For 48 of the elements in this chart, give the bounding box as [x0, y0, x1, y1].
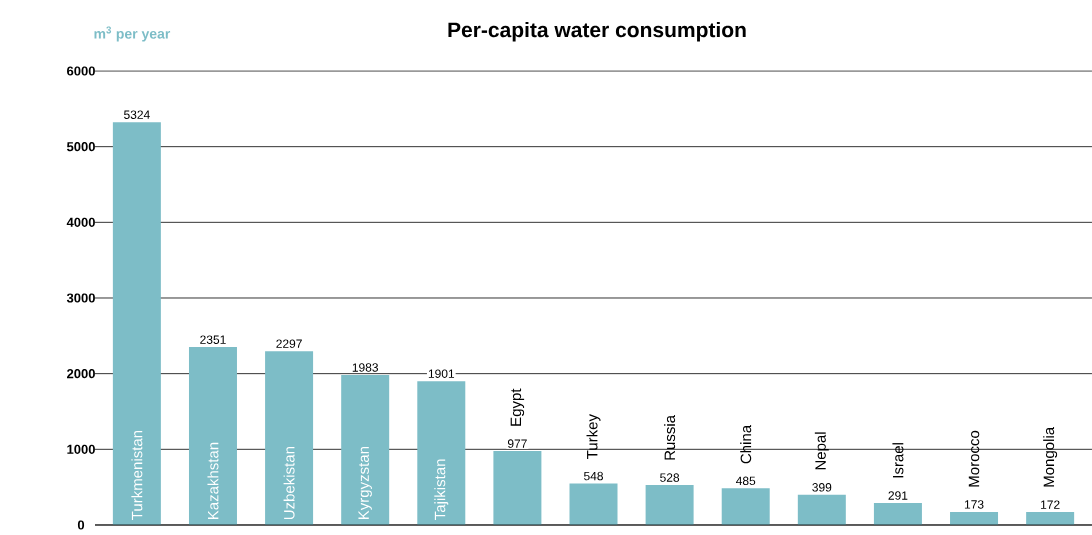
bar	[493, 451, 542, 525]
data-label: 485	[735, 476, 756, 486]
x-tick-label: Russia	[664, 414, 676, 460]
data-label: 5324	[124, 110, 150, 119]
y-tick-label: 0	[77, 520, 85, 530]
y-tick-label: 1000	[67, 444, 95, 454]
data-label: 1901	[428, 369, 455, 378]
y-tick-label: 5000	[66, 142, 95, 152]
x-tick-label: Israel	[892, 443, 904, 478]
y-tick-label: 6000	[67, 66, 95, 76]
bar	[645, 485, 694, 525]
x-tick-label: Mongolia	[1043, 426, 1058, 487]
bar	[721, 488, 770, 525]
data-label: 173	[964, 500, 984, 509]
bar	[265, 351, 314, 525]
bar	[1026, 511, 1075, 525]
bar	[417, 381, 466, 525]
bar	[797, 494, 846, 525]
bar	[873, 502, 922, 525]
y-axis-title: m$^{3}$ per year	[94, 26, 171, 42]
data-label: 2351	[200, 335, 226, 344]
data-label: 2297	[276, 339, 302, 348]
x-tick-label: Turkey	[586, 414, 601, 459]
x-tick-label: Morocco	[968, 430, 980, 487]
data-label: 1983	[352, 363, 379, 372]
data-label: 291	[888, 491, 908, 500]
x-tick-label: China	[740, 424, 752, 464]
chart-title: Per-capita water consumption	[448, 21, 746, 42]
data-label: 399	[812, 483, 832, 492]
y-tick-label: 4000	[66, 217, 95, 227]
data-label: 548	[583, 471, 603, 481]
bar	[188, 347, 237, 525]
bar	[341, 374, 390, 525]
x-tick-label: Egypt	[510, 388, 525, 426]
y-tick-label: 2000	[67, 369, 95, 379]
data-label: 172	[1041, 500, 1060, 509]
x-tick-label: Kyrgyzstan	[358, 447, 372, 520]
bar	[569, 483, 618, 525]
data-label: 977	[507, 439, 527, 448]
x-tick-label: Nepal	[814, 432, 829, 470]
x-tick-label: Tajikistan	[434, 459, 449, 520]
x-tick-label: Turkmenistan	[131, 430, 143, 520]
bar	[112, 122, 161, 525]
y-tick-label: 3000	[66, 293, 95, 303]
data-label: 528	[660, 473, 680, 482]
bar	[950, 511, 999, 525]
x-tick-label: Uzbekistan	[283, 447, 295, 520]
x-tick-label: Kazakhstan	[207, 442, 219, 520]
